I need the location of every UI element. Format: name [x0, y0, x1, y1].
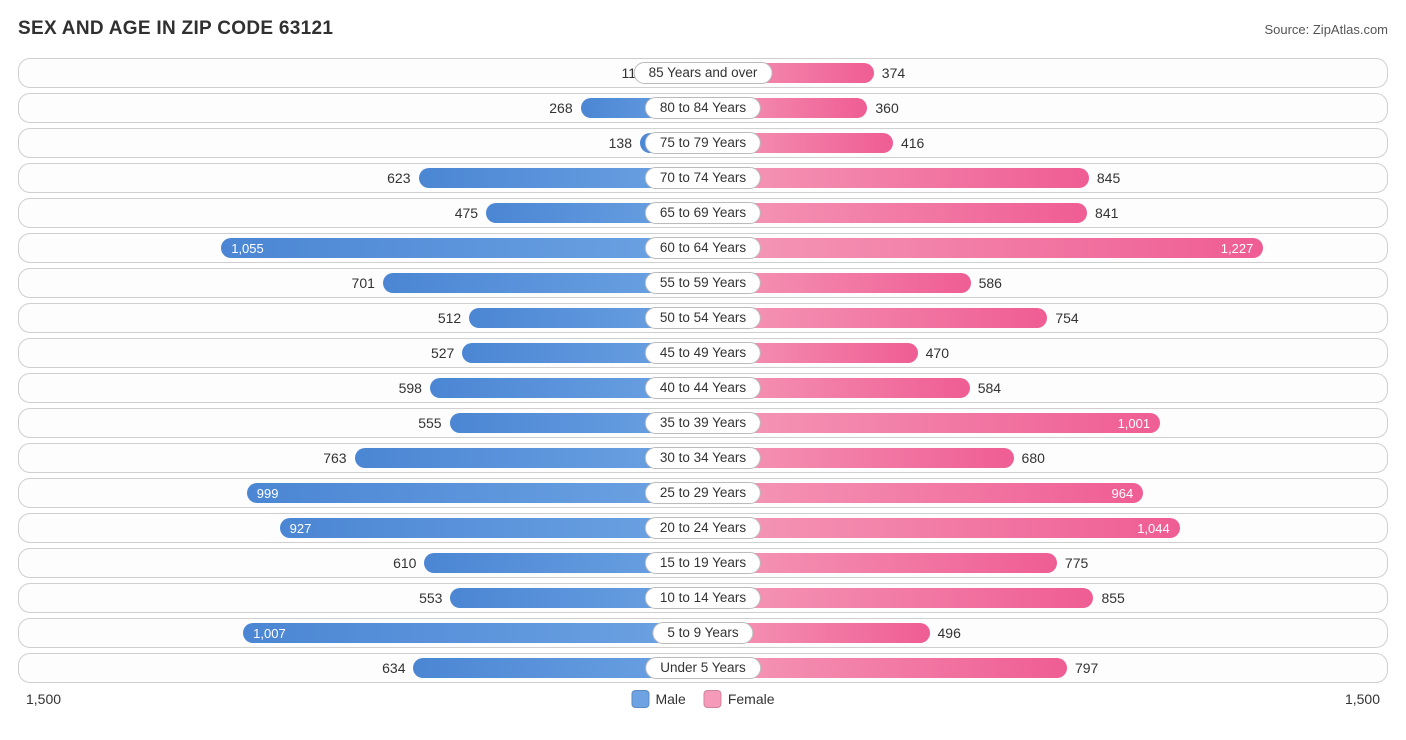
pyramid-row: 623 845 70 to 74 Years	[18, 163, 1388, 193]
pyramid-row: 475 841 65 to 69 Years	[18, 198, 1388, 228]
male-bar: 999	[247, 483, 703, 503]
pyramid-row: 268 360 80 to 84 Years	[18, 93, 1388, 123]
female-value: 584	[970, 380, 1009, 396]
female-value: 360	[867, 100, 906, 116]
age-category-pill: 20 to 24 Years	[645, 517, 761, 539]
female-value: 797	[1067, 660, 1106, 676]
female-value: 416	[893, 135, 932, 151]
male-value: 1,007	[253, 626, 286, 641]
age-category-pill: 5 to 9 Years	[652, 622, 753, 644]
female-bar: 964	[703, 483, 1143, 503]
age-category-pill: 75 to 79 Years	[645, 132, 761, 154]
female-value: 1,001	[1118, 416, 1151, 431]
legend-swatch-male	[631, 690, 649, 708]
female-value: 680	[1014, 450, 1053, 466]
pyramid-row: 610 775 15 to 19 Years	[18, 548, 1388, 578]
pyramid-row: 598 584 40 to 44 Years	[18, 373, 1388, 403]
age-category-pill: 25 to 29 Years	[645, 482, 761, 504]
male-value: 634	[374, 660, 413, 676]
pyramid-row: 555 1,001 35 to 39 Years	[18, 408, 1388, 438]
male-value: 999	[257, 486, 279, 501]
male-value: 268	[541, 100, 580, 116]
male-value: 527	[423, 345, 462, 361]
age-category-pill: 30 to 34 Years	[645, 447, 761, 469]
female-bar: 1,227	[703, 238, 1263, 258]
chart-header: SEX AND AGE IN ZIP CODE 63121 Source: Zi…	[18, 18, 1388, 40]
male-value: 1,055	[231, 241, 264, 256]
male-value: 701	[344, 275, 383, 291]
chart-footer: 1,500 Male Female 1,500	[18, 688, 1388, 710]
age-category-pill: Under 5 Years	[645, 657, 761, 679]
age-category-pill: 15 to 19 Years	[645, 552, 761, 574]
male-value: 553	[411, 590, 450, 606]
age-category-pill: 70 to 74 Years	[645, 167, 761, 189]
male-value: 555	[410, 415, 449, 431]
female-value: 855	[1093, 590, 1132, 606]
female-value: 586	[971, 275, 1010, 291]
age-category-pill: 60 to 64 Years	[645, 237, 761, 259]
pyramid-row: 1,055 1,227 60 to 64 Years	[18, 233, 1388, 263]
axis-max-right: 1,500	[1345, 691, 1380, 707]
male-value: 512	[430, 310, 469, 326]
male-value: 610	[385, 555, 424, 571]
age-category-pill: 10 to 14 Years	[645, 587, 761, 609]
age-category-pill: 80 to 84 Years	[645, 97, 761, 119]
age-category-pill: 45 to 49 Years	[645, 342, 761, 364]
female-value: 964	[1112, 486, 1134, 501]
female-value: 374	[874, 65, 913, 81]
pyramid-row: 927 1,044 20 to 24 Years	[18, 513, 1388, 543]
legend-item-female: Female	[704, 690, 775, 708]
pyramid-row: 527 470 45 to 49 Years	[18, 338, 1388, 368]
axis-max-left: 1,500	[26, 691, 61, 707]
female-value: 470	[918, 345, 957, 361]
chart-source: Source: ZipAtlas.com	[1264, 22, 1388, 37]
chart-title: SEX AND AGE IN ZIP CODE 63121	[18, 18, 333, 40]
legend-label-female: Female	[728, 691, 775, 707]
pyramid-row: 11237485 Years and over	[18, 58, 1388, 88]
male-bar: 1,007	[243, 623, 703, 643]
pyramid-row: 1,007 496 5 to 9 Years	[18, 618, 1388, 648]
male-value: 598	[391, 380, 430, 396]
male-value: 623	[379, 170, 418, 186]
female-value: 841	[1087, 205, 1126, 221]
male-value: 763	[315, 450, 354, 466]
age-category-pill: 85 Years and over	[634, 62, 773, 84]
age-category-pill: 55 to 59 Years	[645, 272, 761, 294]
pyramid-row: 553 855 10 to 14 Years	[18, 583, 1388, 613]
male-bar: 927	[280, 518, 703, 538]
pyramid-row: 512 754 50 to 54 Years	[18, 303, 1388, 333]
legend-item-male: Male	[631, 690, 685, 708]
pyramid-row: 634 797 Under 5 Years	[18, 653, 1388, 683]
pyramid-row: 138 416 75 to 79 Years	[18, 128, 1388, 158]
male-value: 138	[601, 135, 640, 151]
male-value: 475	[447, 205, 486, 221]
female-value: 754	[1047, 310, 1086, 326]
female-value: 1,044	[1137, 521, 1170, 536]
female-bar	[703, 588, 1093, 608]
population-pyramid-chart: 11237485 Years and over26836080 to 84 Ye…	[18, 58, 1388, 683]
pyramid-row: 763 680 30 to 34 Years	[18, 443, 1388, 473]
age-category-pill: 40 to 44 Years	[645, 377, 761, 399]
female-value: 845	[1089, 170, 1128, 186]
pyramid-row: 999 964 25 to 29 Years	[18, 478, 1388, 508]
female-value: 1,227	[1221, 241, 1254, 256]
age-category-pill: 50 to 54 Years	[645, 307, 761, 329]
female-bar: 1,001	[703, 413, 1160, 433]
female-bar: 1,044	[703, 518, 1180, 538]
age-category-pill: 35 to 39 Years	[645, 412, 761, 434]
age-category-pill: 65 to 69 Years	[645, 202, 761, 224]
male-bar: 1,055	[221, 238, 703, 258]
female-value: 775	[1057, 555, 1096, 571]
legend-label-male: Male	[655, 691, 685, 707]
pyramid-row: 701 586 55 to 59 Years	[18, 268, 1388, 298]
male-value: 927	[290, 521, 312, 536]
female-value: 496	[930, 625, 969, 641]
chart-legend: Male Female	[631, 690, 774, 708]
female-bar	[703, 168, 1089, 188]
legend-swatch-female	[704, 690, 722, 708]
